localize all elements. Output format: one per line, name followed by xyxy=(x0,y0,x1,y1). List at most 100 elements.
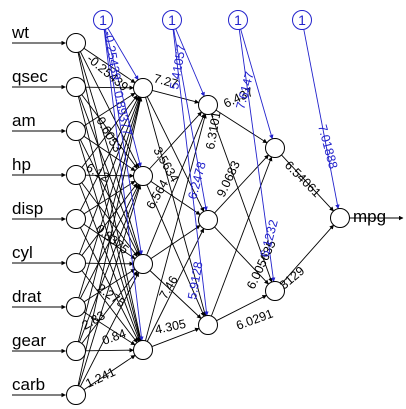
edge-h1-1-h2-1 xyxy=(150,180,201,216)
input-node-gear xyxy=(66,341,86,361)
node-labels: wt qsec am hp disp cyl drat gear carb mpg 1 1 1 1 xyxy=(11,12,386,394)
hidden2-node-2 xyxy=(198,315,218,335)
hidden2-node-1 xyxy=(198,210,218,230)
edge-input8-h1-0 xyxy=(77,96,143,386)
bias-node-4 xyxy=(292,10,312,30)
weight-hidden1-hidden2-4: 7.46 xyxy=(156,273,180,301)
edge-input1-h1-0 xyxy=(85,85,134,91)
edge-h1-2-h2-0 xyxy=(146,113,205,256)
input-node-qsec xyxy=(66,77,86,97)
input-label-gear: gear xyxy=(12,331,46,350)
edge-h1-0-h2-0 xyxy=(152,89,200,104)
bias-node-label-2: 1 xyxy=(168,12,176,28)
input-label-cyl: cyl xyxy=(12,243,33,262)
bias-node-3 xyxy=(228,10,248,30)
hidden1-node-2 xyxy=(133,254,153,274)
hidden1-node-1 xyxy=(133,166,153,186)
bias-node-label-4: 1 xyxy=(298,12,306,28)
weight-hidden1-hidden2-1: 3.5634 xyxy=(150,145,181,185)
weight-input-hidden1-7: 1.241 xyxy=(83,365,117,391)
edge-input8-h1-1 xyxy=(78,184,142,387)
edge-input4-h1-0 xyxy=(79,96,140,211)
edge-h2-0-h3-1 xyxy=(210,113,273,283)
weight-hidden1-hidden2-3: 4.305 xyxy=(154,317,188,337)
weight-hidden2-hidden3-1: 6.3101 xyxy=(203,110,223,150)
input-node-disp xyxy=(66,209,86,229)
edge-input7-h1-0 xyxy=(77,96,142,342)
bias-edge-3-0 xyxy=(240,29,274,140)
edge-input7-h1-2 xyxy=(81,271,138,344)
input-label-hp: hp xyxy=(12,155,31,174)
input-node-hp xyxy=(66,165,86,185)
edge-h3-0-output xyxy=(281,154,334,212)
bias-connection-lines xyxy=(103,27,340,342)
bias-weight-5: 7.6147 xyxy=(233,70,256,111)
bias-node-1 xyxy=(93,10,113,30)
weight-hidden3-output-0: 6.54061 xyxy=(282,158,324,200)
hidden1-node-3 xyxy=(133,340,153,360)
input-label-am: am xyxy=(12,111,36,130)
bias-edge-2-2 xyxy=(172,29,209,317)
edge-h2-1-h3-1 xyxy=(214,226,269,285)
edge-h1-0-h2-2 xyxy=(145,97,207,317)
hidden3-node-0 xyxy=(265,138,285,158)
edge-h2-0-h3-0 xyxy=(215,109,268,144)
edge-h1-1-h2-0 xyxy=(149,111,202,170)
output-node xyxy=(330,208,350,228)
bias-edge-2-0 xyxy=(175,28,205,97)
edge-input8-h1-2 xyxy=(79,272,140,387)
edge-input0-h1-0 xyxy=(83,47,136,84)
bias-edge-1-3 xyxy=(103,29,144,342)
edge-input5-h1-3 xyxy=(81,270,138,343)
edge-input7-h1-3 xyxy=(85,347,134,353)
input-node-wt xyxy=(66,33,86,53)
input-label-drat: drat xyxy=(12,287,42,306)
edge-input7-h1-1 xyxy=(78,184,141,343)
bias-edge-1-1 xyxy=(104,29,142,168)
edge-h1-0-h2-1 xyxy=(146,96,205,212)
bias-edge-2-1 xyxy=(173,29,208,212)
input-label-carb: carb xyxy=(12,375,45,394)
edge-h1-2-h2-1 xyxy=(150,224,201,260)
edge-h3-1-output xyxy=(280,224,335,285)
hidden1-node-0 xyxy=(133,78,153,98)
weight-hidden1-hidden2-0: 7.27 xyxy=(152,71,179,91)
input-label-wt: wt xyxy=(11,23,29,42)
input-label-disp: disp xyxy=(12,199,43,218)
connection-lines xyxy=(12,40,404,398)
weight-hidden2-hidden3-4: 6.0291 xyxy=(234,307,275,333)
bias-weight-4: 5.9128 xyxy=(185,260,205,300)
edge-input2-h1-0 xyxy=(83,92,136,127)
edge-h1-3-h2-2 xyxy=(151,327,200,348)
input-node-am xyxy=(66,121,86,141)
edge-h1-3-h2-1 xyxy=(146,228,205,342)
bias-edge-1-2 xyxy=(104,29,144,256)
edge-input6-h1-0 xyxy=(78,96,142,299)
input-node-carb xyxy=(66,385,86,405)
input-label-qsec: qsec xyxy=(12,67,48,86)
bias-node-2 xyxy=(162,10,182,30)
bias-weight-2: 5.41057 xyxy=(167,44,189,91)
hidden3-node-1 xyxy=(265,281,285,301)
weight-hidden3-output-1: 3129 xyxy=(277,264,307,293)
bias-edge-1-0 xyxy=(107,27,139,81)
bias-weight-7: 7.01888 xyxy=(315,123,340,170)
bias-weight-6: 6.1232 xyxy=(257,218,280,259)
edge-input8-h1-3 xyxy=(83,354,136,391)
weight-input-hidden1-6: 0.84 xyxy=(100,326,128,347)
edge-h2-1-h3-0 xyxy=(214,154,269,214)
input-node-cyl xyxy=(66,253,86,273)
weight-hidden2-hidden3-2: 9.0683 xyxy=(214,159,243,200)
bias-edge-3-1 xyxy=(238,29,276,283)
edge-h1-2-h2-2 xyxy=(149,270,202,319)
input-node-drat xyxy=(66,297,86,317)
edge-h2-2-h3-0 xyxy=(210,156,273,317)
output-label: mpg xyxy=(353,207,386,226)
edge-h2-2-h3-1 xyxy=(216,294,267,322)
edge-input3-h1-0 xyxy=(81,95,138,168)
neuron-nodes xyxy=(66,10,350,405)
bias-edge-4-0 xyxy=(303,29,340,210)
edge-h1-1-h2-2 xyxy=(146,184,205,317)
bias-node-label-3: 1 xyxy=(234,12,242,28)
